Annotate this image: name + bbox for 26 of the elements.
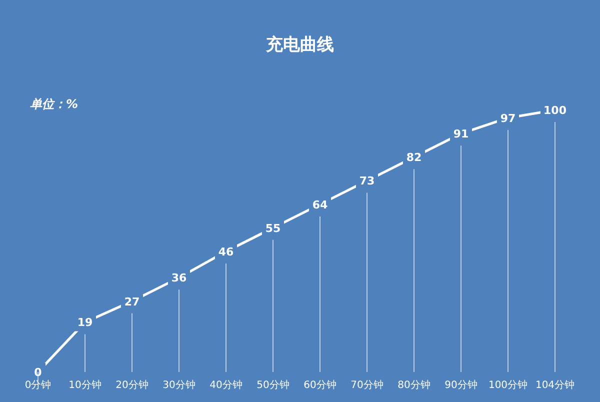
x-tick-label: 60分钟: [304, 379, 336, 391]
x-tick-label: 20分钟: [116, 379, 148, 391]
x-tick-label: 90分钟: [444, 379, 478, 391]
data-label: 82: [406, 151, 422, 164]
x-tick-label: 30分钟: [162, 379, 196, 391]
data-label: 64: [312, 198, 328, 212]
chart-title: 充电曲线: [265, 35, 334, 55]
x-tick-label: 100分钟: [488, 379, 528, 391]
x-tick-label: 0分钟: [24, 379, 52, 391]
data-label: 55: [265, 222, 281, 235]
x-tick-label: 50分钟: [256, 379, 290, 391]
data-label: 27: [124, 295, 140, 308]
x-tick-label: 104分钟: [535, 379, 575, 391]
data-label: 73: [359, 174, 375, 188]
y-axis-title: 单位：%: [30, 97, 78, 111]
x-tick-label: 70分钟: [350, 379, 384, 391]
data-label: 19: [77, 316, 93, 330]
data-label: 0: [34, 366, 42, 379]
data-label: 46: [218, 245, 234, 258]
data-label: 97: [500, 112, 516, 125]
x-tick-label: 10分钟: [68, 379, 102, 391]
x-tick-label: 80分钟: [398, 379, 430, 391]
data-label: 100: [544, 104, 567, 117]
data-label: 36: [171, 272, 187, 285]
data-label: 91: [453, 128, 469, 141]
x-tick-label: 40分钟: [210, 379, 242, 391]
